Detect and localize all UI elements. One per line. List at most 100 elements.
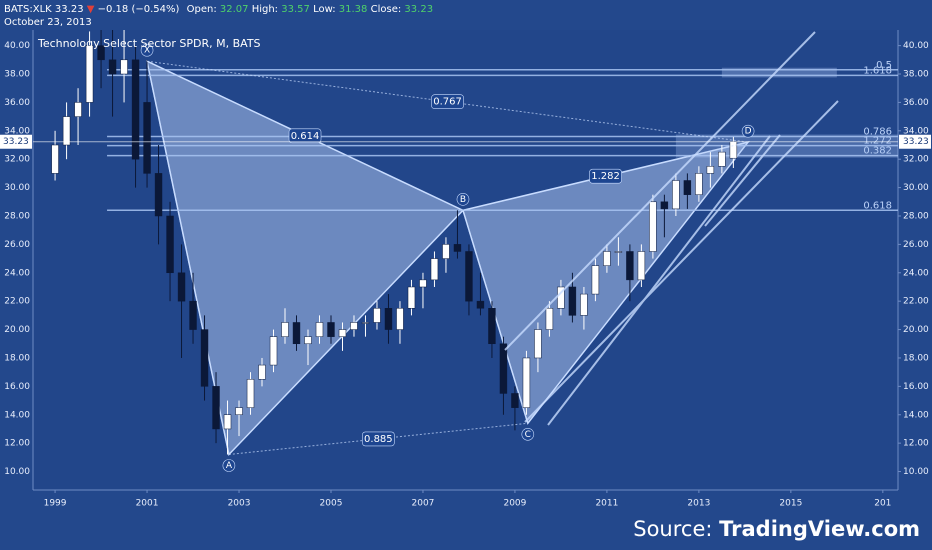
candle-body xyxy=(384,308,393,330)
source: Source: TradingView.com xyxy=(633,517,920,541)
fib-label: 1.272 xyxy=(863,136,892,147)
last-price-label: 33.23 xyxy=(3,137,29,147)
candle-body xyxy=(327,322,335,337)
candle-body xyxy=(51,144,59,174)
pattern-point xyxy=(456,193,470,206)
trend-line xyxy=(547,135,771,426)
x-tick-label: 2003 xyxy=(228,499,251,509)
candle-body xyxy=(131,59,140,160)
last-price-box xyxy=(0,134,32,149)
candle-body xyxy=(396,308,404,330)
candle-body xyxy=(108,59,117,75)
fib-label: 0.5 xyxy=(876,60,892,71)
trend-line xyxy=(504,31,816,351)
ratio-box xyxy=(362,431,395,447)
y-tick-label: 28.00 xyxy=(903,211,929,221)
source-name: TradingView.com xyxy=(719,517,920,541)
y-tick-label: 18.00 xyxy=(4,353,30,363)
candle-body xyxy=(292,322,301,345)
fib-zone xyxy=(721,67,837,78)
candle-body xyxy=(419,279,427,288)
y-tick-label: 40.00 xyxy=(903,41,929,51)
point-label: D xyxy=(745,127,752,137)
trend-line xyxy=(704,134,781,227)
last-price-box xyxy=(899,134,931,149)
candle-body xyxy=(511,393,519,408)
y-tick-label: 34.00 xyxy=(903,126,929,136)
y-tick-label: 38.00 xyxy=(4,70,30,80)
candle-body xyxy=(499,343,508,394)
ratio-box xyxy=(431,94,464,109)
x-tick-label: 2015 xyxy=(779,499,802,509)
point-label: C xyxy=(525,430,531,440)
y-tick-label: 38.00 xyxy=(903,70,929,80)
y-tick-label: 24.00 xyxy=(4,268,30,278)
candle-body xyxy=(626,251,634,281)
y-tick-label: 14.00 xyxy=(4,410,30,420)
candle-body xyxy=(430,258,439,281)
y-tick-label: 34.00 xyxy=(4,126,30,136)
candle-body xyxy=(453,244,462,252)
y-tick-label: 28.00 xyxy=(4,211,30,221)
pattern-point xyxy=(741,124,755,138)
fib-label: 0.618 xyxy=(863,200,892,211)
candle-body xyxy=(545,308,554,330)
candle-body xyxy=(97,45,105,61)
open-label: Open: xyxy=(187,4,217,15)
y-tick-label: 36.00 xyxy=(903,98,929,108)
close-label: Close: xyxy=(371,4,402,15)
fib-label: 1.618 xyxy=(863,65,892,76)
candle-body xyxy=(177,272,186,302)
candle-body xyxy=(488,308,496,345)
candle-body xyxy=(189,300,197,330)
fib-label: 0.382 xyxy=(863,146,892,157)
candle-body xyxy=(649,201,657,252)
fib-label: 0.786 xyxy=(863,126,892,137)
pattern-point xyxy=(521,427,535,441)
candle-body xyxy=(154,173,163,217)
point-label: X xyxy=(144,46,150,56)
candle-body xyxy=(223,414,232,430)
pattern-line xyxy=(462,210,529,424)
candle-body xyxy=(246,379,255,408)
candle-body xyxy=(706,166,715,174)
last: 33.23 xyxy=(55,4,84,15)
y-tick-label: 10.00 xyxy=(903,467,929,477)
candle-body xyxy=(442,244,450,259)
arrow: ▼ xyxy=(87,4,95,15)
pattern-point xyxy=(140,43,154,57)
point-label: B xyxy=(460,195,466,205)
candle-body xyxy=(672,180,680,210)
candle-body xyxy=(212,386,220,430)
y-tick-label: 16.00 xyxy=(903,382,929,392)
source-label: Source: xyxy=(633,517,712,541)
candle-body xyxy=(361,322,370,324)
ratio-box xyxy=(288,128,322,144)
candle-body xyxy=(120,59,128,75)
y-tick-label: 36.00 xyxy=(4,98,30,108)
ratio-label: 0.767 xyxy=(433,97,462,108)
candle-body xyxy=(85,45,94,103)
pattern-line xyxy=(146,61,230,455)
last-price-label: 33.23 xyxy=(903,137,929,147)
candle-body xyxy=(522,357,531,408)
ratio-line xyxy=(462,141,749,211)
chart-title: Technology Select Sector SPDR, M, BATS xyxy=(37,37,261,50)
y-tick-label: 30.00 xyxy=(903,183,929,193)
y-tick-label: 30.00 xyxy=(4,183,30,193)
candle-body xyxy=(373,308,381,323)
close: 33.23 xyxy=(404,4,433,15)
y-tick-label: 12.00 xyxy=(4,439,30,449)
candle-body xyxy=(269,336,278,366)
candle-body xyxy=(683,180,692,195)
ratio-label: 0.614 xyxy=(291,131,320,142)
x-tick-label: 2005 xyxy=(320,499,343,509)
y-tick-label: 22.00 xyxy=(903,297,929,307)
pattern-point xyxy=(222,459,236,472)
header-line: BATS:XLK 33.23 ▼ −0.18 (−0.54%) Open: 32… xyxy=(4,4,433,15)
candle-body xyxy=(338,329,347,337)
candle-body xyxy=(729,141,738,159)
y-tick-label: 40.00 xyxy=(4,41,30,51)
candle-body xyxy=(614,251,623,253)
